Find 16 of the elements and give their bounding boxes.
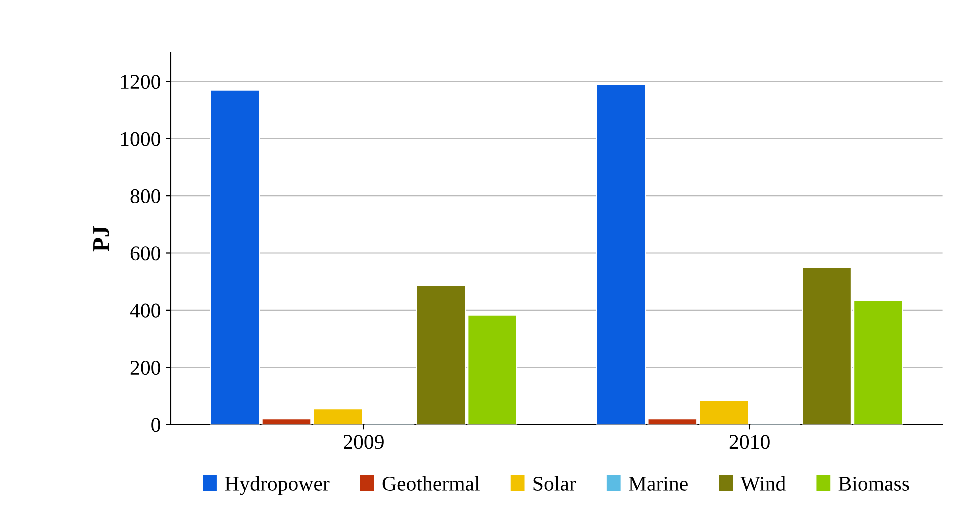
- y-tick-label: 400: [130, 304, 160, 318]
- y-tick-label: 600: [130, 246, 160, 261]
- y-tick-label: 1000: [121, 132, 160, 146]
- legend-label: Biomass: [838, 476, 910, 491]
- legend-label: Wind: [740, 476, 786, 492]
- y-tick-label: 200: [130, 360, 160, 376]
- x-tick-label: 2010: [730, 435, 770, 450]
- y-tick-label: 0: [152, 418, 160, 432]
- legend-label: Solar: [534, 476, 576, 491]
- y-tick-label: 1200: [121, 75, 160, 90]
- legend-label: Marine: [629, 476, 688, 491]
- legend-label: Geothermal: [382, 476, 480, 491]
- y-axis-title: PJ: [94, 226, 110, 252]
- y-tick-label: 800: [130, 189, 160, 204]
- legend-label: Hydropower: [225, 476, 330, 496]
- x-tick-label: 2009: [344, 435, 384, 450]
